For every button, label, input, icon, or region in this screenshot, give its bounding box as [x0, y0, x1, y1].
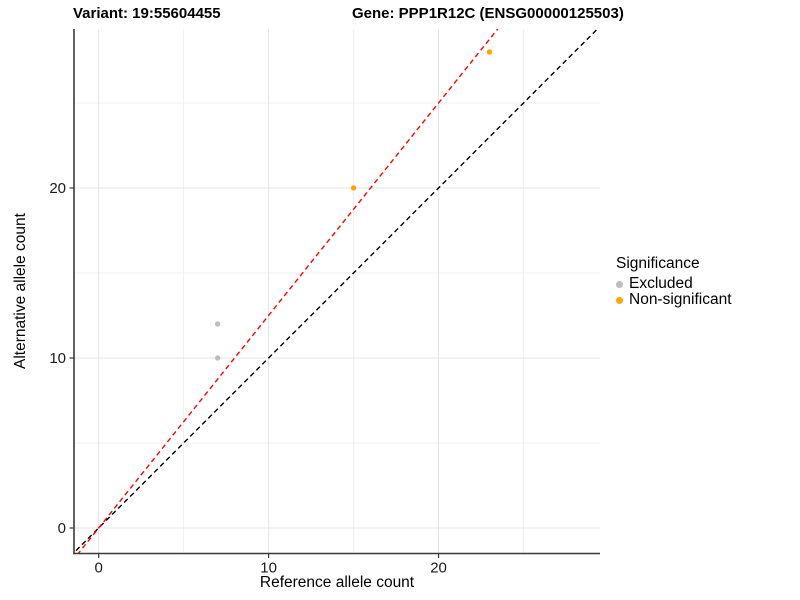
legend: Significance Excluded Non-significant: [616, 255, 732, 308]
variant-title: Variant: 19:55604455: [73, 5, 221, 22]
identity-line: [74, 29, 599, 554]
legend-key-dot: [616, 296, 623, 304]
data-point-non-significant: [350, 185, 357, 191]
data-point-excluded: [214, 321, 221, 327]
gene-title: Gene: PPP1R12C (ENSG00000125503): [352, 5, 624, 22]
data-point-excluded: [214, 355, 221, 361]
y-axis-label: Alternative allele count: [12, 213, 29, 369]
x-axis-label: Reference allele count: [259, 574, 415, 591]
data-point-non-significant: [486, 49, 493, 55]
x-tick-label: 0: [94, 560, 102, 577]
legend-key-dot: [616, 280, 623, 288]
y-tick-label: 10: [49, 350, 66, 367]
y-tick-label: 0: [58, 520, 66, 537]
legend-item-label: Non-significant: [629, 291, 732, 308]
x-tick-label: 20: [430, 560, 447, 577]
legend-item-excluded: Excluded: [616, 276, 732, 292]
legend-title: Significance: [616, 255, 700, 272]
y-tick-label: 20: [49, 180, 66, 197]
legend-item-non-significant: Non-significant: [616, 292, 732, 308]
expected-ratio-line: [77, 29, 499, 554]
legend-item-label: Excluded: [629, 275, 693, 292]
legend-items: Excluded Non-significant: [616, 276, 732, 308]
x-tick-label: 10: [260, 560, 277, 577]
